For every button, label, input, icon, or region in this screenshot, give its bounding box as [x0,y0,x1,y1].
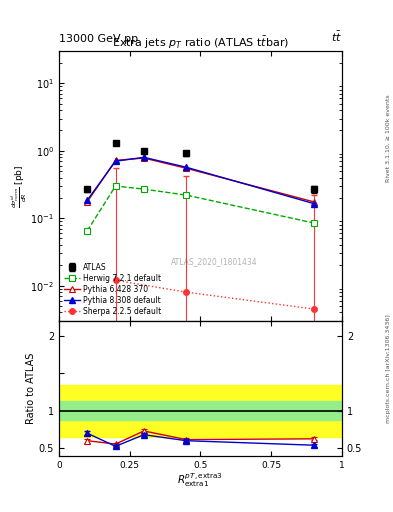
Line: Sherpa 2.2.5 default: Sherpa 2.2.5 default [113,278,316,312]
Pythia 8.308 default [85,197,90,203]
Y-axis label: $\frac{d\sigma^{id}_{norm}}{dR}$ [pb]: $\frac{d\sigma^{id}_{norm}}{dR}$ [pb] [9,164,29,208]
Bar [59,385,342,437]
Pythia 6.428 370 [311,199,316,205]
Pythia 8.308 default [113,158,118,164]
Y-axis label: Ratio to ATLAS: Ratio to ATLAS [26,353,36,424]
Pythia 8.308 default [311,201,316,207]
Sherpa 2.2.5 default [184,289,189,295]
Pythia 6.428 370 [85,199,90,205]
Pythia 8.308 default [184,164,189,170]
Bar [59,401,342,420]
Line: Herwig 7.2.1 default: Herwig 7.2.1 default [84,183,316,233]
Legend: ATLAS, Herwig 7.2.1 default, Pythia 6.428 370, Pythia 8.308 default, Sherpa 2.2.: ATLAS, Herwig 7.2.1 default, Pythia 6.42… [63,261,162,317]
Herwig 7.2.1 default [184,192,189,198]
Text: t$\bar{t}$: t$\bar{t}$ [331,29,342,44]
Sherpa 2.2.5 default [113,277,118,283]
Text: Rivet 3.1.10, ≥ 100k events: Rivet 3.1.10, ≥ 100k events [386,94,391,182]
Text: mcplots.cern.ch [arXiv:1306.3436]: mcplots.cern.ch [arXiv:1306.3436] [386,314,391,423]
Text: 13000 GeV pp: 13000 GeV pp [59,33,138,44]
Herwig 7.2.1 default [113,183,118,189]
Pythia 8.308 default [141,154,146,160]
Herwig 7.2.1 default [141,186,146,192]
Text: ATLAS_2020_I1801434: ATLAS_2020_I1801434 [171,257,258,266]
X-axis label: $R_{\mathrm{extra1}}^{pT,\mathrm{extra3}}$: $R_{\mathrm{extra1}}^{pT,\mathrm{extra3}… [178,471,223,489]
Line: Pythia 8.308 default: Pythia 8.308 default [84,155,316,206]
Pythia 6.428 370 [113,157,118,163]
Sherpa 2.2.5 default [311,306,316,312]
Herwig 7.2.1 default [85,228,90,234]
Title: Extra jets $p_T$ ratio (ATLAS t$\bar{t}$bar): Extra jets $p_T$ ratio (ATLAS t$\bar{t}$… [112,35,289,51]
Pythia 6.428 370 [184,165,189,172]
Line: Pythia 6.428 370: Pythia 6.428 370 [84,155,316,205]
Pythia 6.428 370 [141,155,146,161]
Herwig 7.2.1 default [311,220,316,226]
